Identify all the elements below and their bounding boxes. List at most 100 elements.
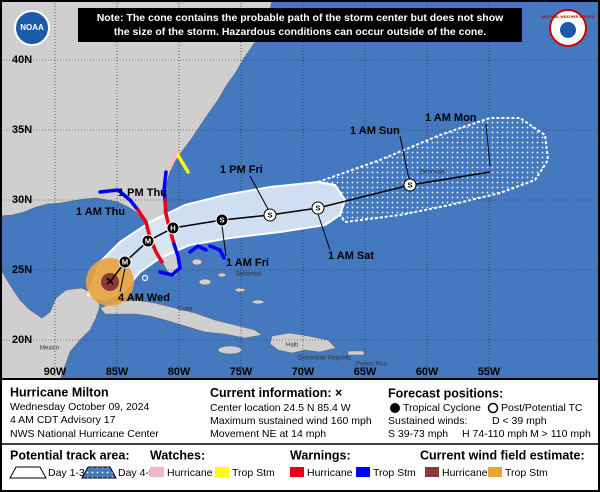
hurricane-watch xyxy=(168,150,178,170)
map: M M H S S S S × 40N 35N 30N 25N 20N 90W 85W 80W 75W 70W… xyxy=(1,1,599,379)
land xyxy=(1,1,414,379)
place-label: Mexico xyxy=(40,346,60,352)
track-point-letter: S xyxy=(315,203,320,212)
island xyxy=(251,299,265,305)
track-label: 1 PM Fri xyxy=(220,164,263,176)
nws-logo-center xyxy=(560,22,576,38)
winds-title: Sustained winds: xyxy=(388,415,467,427)
puerto-rico xyxy=(347,350,365,356)
current-wind: Maximum sustained wind 160 mph xyxy=(210,415,372,427)
track-label: 1 AM Fri xyxy=(226,257,269,269)
track-points: M M H S S S S xyxy=(118,178,417,269)
map-labels: 40N 35N 30N 25N 20N 90W 85W 80W 75W 70W 65W 60W 55W B… xyxy=(12,54,501,378)
track-point-letter: M xyxy=(145,236,151,245)
watches-title: Watches: xyxy=(150,448,205,462)
forecast-title: Forecast positions: xyxy=(388,386,503,400)
wind-h: H 74-110 mph xyxy=(462,428,528,440)
warn-ts: Trop Stm xyxy=(373,467,416,479)
current-title-text: Current information: xyxy=(210,386,332,400)
track-label: 1 AM Sun xyxy=(350,125,400,137)
leader xyxy=(399,135,410,180)
watch-hurricane: Hurricane xyxy=(167,467,213,479)
track-point xyxy=(263,208,277,222)
storm-name: Hurricane Milton xyxy=(10,385,109,399)
note-line: Note: The cone contains the probable pat… xyxy=(97,12,504,24)
track-label: 1 AM Mon xyxy=(425,112,477,124)
wind-ts-swatch xyxy=(488,467,502,477)
trop-storm-warning xyxy=(158,242,182,277)
wind-field-title: Current wind field estimate: xyxy=(420,448,585,462)
forecast-tc: Tropical Cyclone xyxy=(403,402,481,414)
cone-day-1-3 xyxy=(86,180,347,302)
day13: Day 1-3 xyxy=(48,467,85,479)
place-label: Cuba xyxy=(178,307,193,313)
current-movement: Movement NE at 14 mph xyxy=(210,428,326,440)
current-title: Current information: × xyxy=(210,386,342,400)
trop-storm-warning xyxy=(162,170,168,202)
cone-day-4-5 xyxy=(314,117,550,224)
track-point xyxy=(311,201,325,215)
jamaica xyxy=(217,345,243,355)
wind-hurricane: Hurricane xyxy=(442,467,488,479)
wind-m: M > 110 mph xyxy=(530,428,591,440)
lon-label: 70W xyxy=(292,366,315,378)
track-point-letter: S xyxy=(267,210,272,219)
track-point xyxy=(118,255,132,269)
storm-advisory: 4 AM CDT Advisory 17 xyxy=(10,414,116,426)
warn-ts-swatch xyxy=(356,467,370,477)
watch-ts-swatch xyxy=(215,467,229,477)
legend: Hurricane Milton Wednesday October 09, 2… xyxy=(0,385,600,479)
track-point xyxy=(166,221,180,235)
lon-label: 65W xyxy=(354,366,377,378)
lon-label: 60W xyxy=(416,366,439,378)
place-label: Puerto Rico xyxy=(356,362,388,368)
wind-s: S 39-73 mph xyxy=(388,428,448,440)
cuba xyxy=(99,299,263,339)
track-point-letter: S xyxy=(407,180,412,189)
lat-label: 35N xyxy=(12,124,32,136)
noaa-logo-text: NOAA xyxy=(20,23,44,32)
leader xyxy=(249,175,269,210)
place-label: Haiti xyxy=(286,343,298,349)
leader xyxy=(317,213,331,251)
watches-warnings xyxy=(98,150,226,277)
lat-label: 25N xyxy=(12,264,32,276)
current-symbol: × xyxy=(335,386,342,400)
lat-label: 40N xyxy=(12,54,32,66)
trop-storm-watch xyxy=(174,150,190,174)
track-label: 1 PM Thu xyxy=(118,187,167,199)
wind-ts: Trop Stm xyxy=(505,467,548,479)
warn-hurricane-swatch xyxy=(290,467,304,477)
track-point xyxy=(215,213,229,227)
island xyxy=(217,272,227,278)
note-box xyxy=(78,8,522,42)
place-label: Dominican Republic xyxy=(298,356,351,362)
track-label: 4 AM Wed xyxy=(118,292,170,304)
ptc-symbol xyxy=(487,402,499,414)
leader xyxy=(485,123,491,167)
lon-label: 55W xyxy=(478,366,501,378)
day45-swatch xyxy=(81,466,117,479)
lon-label: 80W xyxy=(168,366,191,378)
storm-center: NWS National Hurricane Center xyxy=(10,428,159,440)
lat-label: 30N xyxy=(12,194,32,206)
hurricane-warning xyxy=(163,198,176,246)
nws-logo-text: NATIONAL WEATHER SERVICE xyxy=(541,15,595,19)
current-position: × xyxy=(106,273,115,290)
wind-hurricane-swatch xyxy=(425,467,439,477)
track-point-letter: S xyxy=(219,215,224,224)
wind-d: D < 39 mph xyxy=(492,415,547,427)
day45: Day 4-5 xyxy=(118,467,155,479)
warnings-title: Warnings: xyxy=(290,448,351,462)
noaa-logo xyxy=(14,10,50,46)
lat-label: 20N xyxy=(12,334,32,346)
current-location: Center location 24.5 N 85.4 W xyxy=(210,402,351,414)
lon-label: 85W xyxy=(106,366,129,378)
track-title: Potential track area: xyxy=(10,448,130,462)
island xyxy=(191,258,203,266)
track-point-letter: H xyxy=(170,223,175,232)
day13-swatch xyxy=(9,466,47,479)
lon-label: 75W xyxy=(230,366,253,378)
place-label: Bahamas xyxy=(236,272,261,278)
